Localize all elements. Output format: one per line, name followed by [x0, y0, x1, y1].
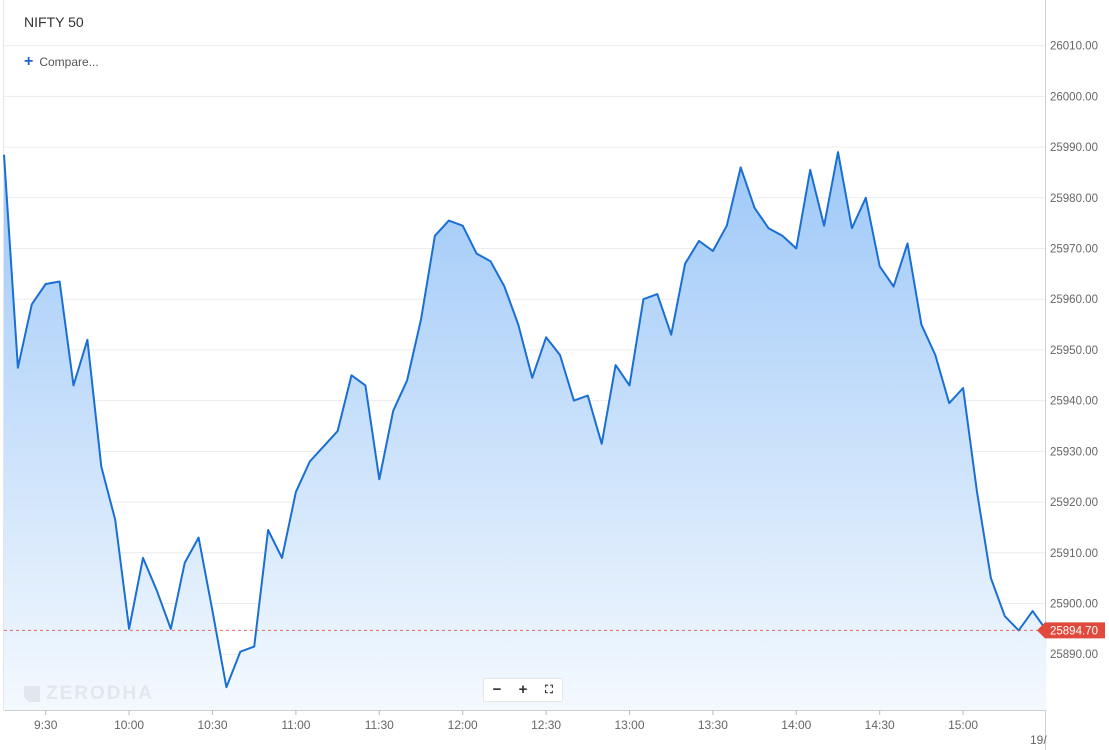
x-tick-label: 15:00: [948, 718, 978, 732]
x-tick-label: 12:00: [448, 718, 478, 732]
y-tick-label: 25920.00: [1050, 497, 1098, 509]
compare-button[interactable]: + Compare...: [24, 53, 99, 70]
plus-icon: +: [24, 53, 34, 70]
x-tick-label: 9:30: [34, 718, 58, 732]
x-tick-label: 10:00: [114, 718, 144, 732]
y-tick-label: 25950.00: [1050, 345, 1098, 357]
zoom-controls: − + ⛶: [483, 678, 563, 702]
zoom-out-button[interactable]: −: [492, 681, 502, 698]
fullscreen-button[interactable]: ⛶: [545, 684, 553, 696]
zoom-in-button[interactable]: +: [518, 681, 528, 698]
x-next-label: 19/: [1030, 733, 1047, 747]
y-tick-label: 25990.00: [1050, 142, 1098, 154]
zerodha-watermark: ZERODHA: [24, 683, 154, 705]
y-tick-label: 25930.00: [1050, 446, 1098, 458]
chart-title: NIFTY 50: [24, 14, 84, 30]
y-tick-label: 25910.00: [1050, 548, 1098, 560]
compare-label: Compare...: [39, 55, 99, 69]
x-tick-label: 13:30: [698, 718, 728, 732]
y-tick-label: 25890.00: [1050, 649, 1098, 661]
y-tick-label: 26010.00: [1050, 41, 1098, 53]
y-tick-label: 25900.00: [1050, 599, 1098, 611]
x-tick-label: 13:00: [614, 718, 644, 732]
x-tick-label: 14:30: [865, 718, 895, 732]
last-price-label: 25894.70: [1050, 625, 1098, 637]
x-tick-label: 11:00: [281, 718, 310, 732]
y-tick-label: 26000.00: [1050, 91, 1098, 103]
watermark-text: ZERODHA: [46, 683, 154, 704]
y-tick-label: 25970.00: [1050, 244, 1098, 256]
y-tick-label: 25960.00: [1050, 294, 1098, 306]
y-tick-label: 25940.00: [1050, 396, 1098, 408]
x-tick-label: 14:00: [781, 718, 811, 732]
price-area: [4, 152, 1047, 711]
x-tick-label: 12:30: [531, 718, 561, 732]
y-tick-label: 25980.00: [1050, 193, 1098, 205]
x-tick-label: 10:30: [197, 718, 227, 732]
last-price-marker: 25894.70: [1037, 622, 1105, 639]
zerodha-logo-icon: [24, 686, 40, 702]
x-axis: 9:30 10:00 10:30 11:00 11:30 12:00 12:30 13:00 1…: [34, 710, 1047, 747]
price-line: [3, 151, 1048, 689]
y-axis: 26010.00 26000.00 25990.00 25980.00 25970.00…: [1050, 41, 1098, 662]
x-tick-label: 11:30: [365, 718, 394, 732]
